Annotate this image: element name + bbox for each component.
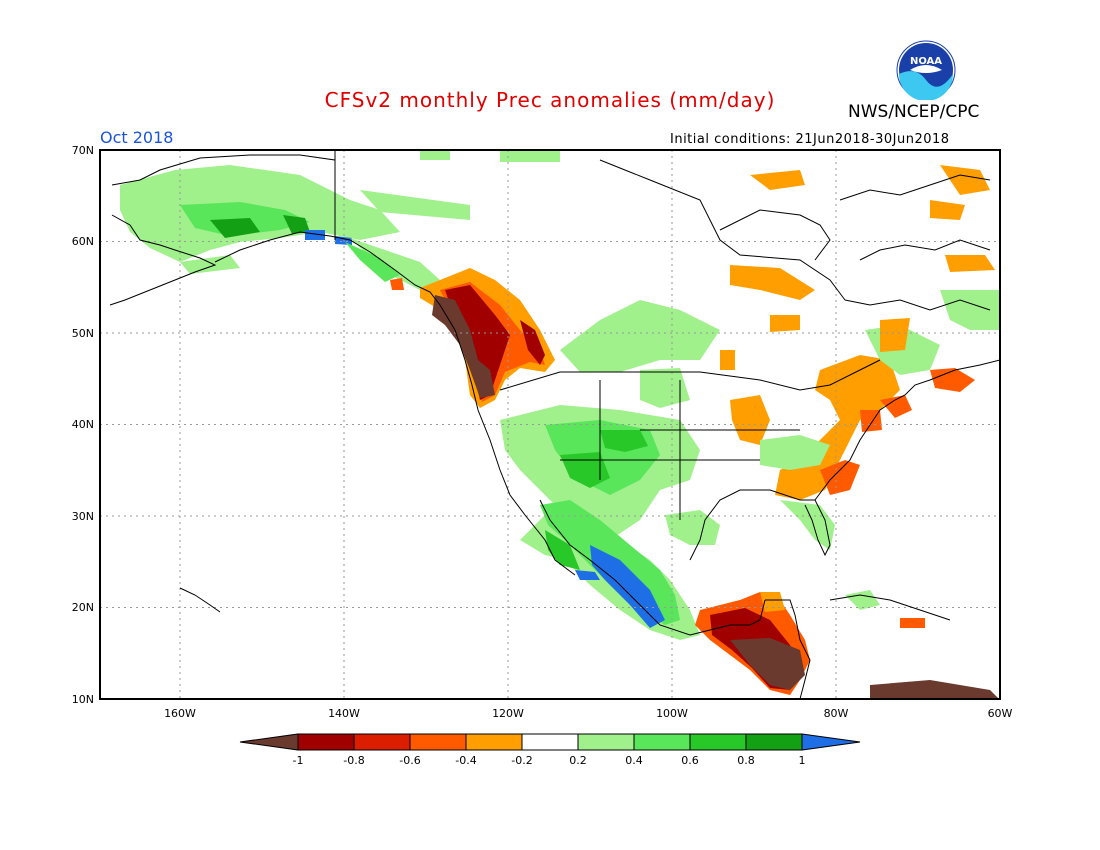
latitude-labels: 70N 60N 50N 40N 30N 20N 10N — [72, 144, 94, 706]
colorbar-swatch — [689, 733, 747, 751]
colorbar-tick-label: 0.8 — [737, 754, 755, 767]
colorbar-tick-label: 1 — [799, 754, 806, 767]
colorbar-tick-label: -0.4 — [455, 754, 476, 767]
colorbar-min-arrow — [239, 733, 299, 751]
colorbar-swatch — [577, 733, 635, 751]
lat-label-40n: 40N — [72, 418, 94, 431]
lat-label-50n: 50N — [72, 327, 94, 340]
graticule — [100, 150, 1000, 699]
lon-label-100w: 100W — [656, 707, 688, 720]
noaa-logo-text: NOAA — [910, 56, 942, 67]
colorbar-tick-label: 0.4 — [625, 754, 643, 767]
agency-label: NWS/NCEP/CPC — [848, 102, 980, 122]
colorbar: -1 -0.8 -0.6 -0.4 -0.2 0.2 0.4 0.6 0.8 1 — [239, 733, 861, 767]
valid-month-label: Oct 2018 — [100, 128, 174, 147]
lat-label-20n: 20N — [72, 601, 94, 614]
colorbar-tick-label: -0.6 — [399, 754, 420, 767]
colorbar-swatch — [353, 733, 411, 751]
lat-label-60n: 60N — [72, 235, 94, 248]
colorbar-swatch — [633, 733, 691, 751]
longitude-labels: 160W 140W 120W 100W 80W 60W — [164, 707, 1012, 720]
initial-conditions-label: Initial conditions: 21Jun2018-30Jun2018 — [670, 132, 950, 147]
lat-label-30n: 30N — [72, 510, 94, 523]
colorbar-swatch — [745, 733, 803, 751]
lat-label-70n: 70N — [72, 144, 94, 157]
lon-label-60w: 60W — [988, 707, 1013, 720]
lon-label-140w: 140W — [328, 707, 360, 720]
plot-frame — [99, 149, 1001, 700]
noaa-logo-icon: NOAA — [896, 40, 956, 100]
colorbar-tick-label: -0.8 — [343, 754, 364, 767]
coastlines — [109, 150, 1000, 699]
colorbar-tick-label: 0.6 — [681, 754, 699, 767]
lon-label-120w: 120W — [492, 707, 524, 720]
anomaly-shading — [120, 150, 1000, 699]
colorbar-tick-label: -0.2 — [511, 754, 532, 767]
colorbar-swatch — [297, 733, 355, 751]
lat-label-10n: 10N — [72, 693, 94, 706]
colorbar-swatch — [465, 733, 523, 751]
map-title: CFSv2 monthly Prec anomalies (mm/day) — [324, 88, 776, 112]
colorbar-tick-label: 0.2 — [569, 754, 587, 767]
lon-label-80w: 80W — [824, 707, 849, 720]
colorbar-swatch — [409, 733, 467, 751]
lon-label-160w: 160W — [164, 707, 196, 720]
colorbar-tick-label: -1 — [293, 754, 304, 767]
colorbar-max-arrow — [801, 733, 861, 751]
colorbar-swatch — [521, 733, 579, 751]
